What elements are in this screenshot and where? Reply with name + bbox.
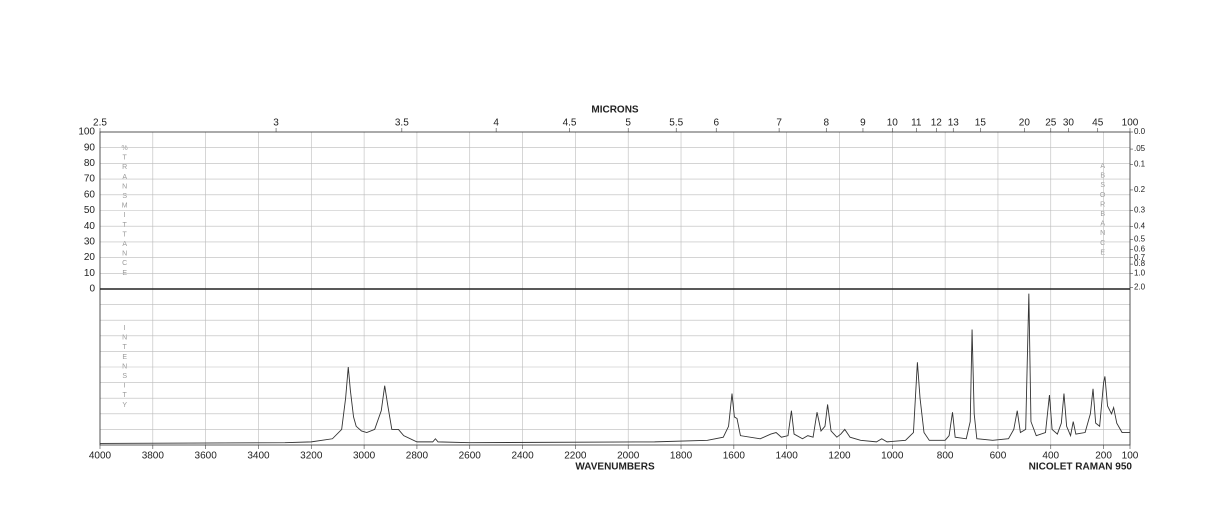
y2-tick-label: 0.7 <box>1134 253 1146 262</box>
y-tick-label: 90 <box>84 142 96 153</box>
x-tick-label: 1600 <box>723 451 746 462</box>
y-tick-label: 40 <box>84 221 96 232</box>
x2-tick-label: 9 <box>860 118 866 129</box>
x2-tick-label: 8 <box>824 118 830 129</box>
x2-tick-label: 6 <box>713 118 719 129</box>
y-tick-label: 10 <box>84 268 96 279</box>
x2-tick-label: 7 <box>776 118 782 129</box>
absorbance-label: ABSORBANCE <box>1099 163 1106 259</box>
x2-tick-label: 20 <box>1019 118 1031 129</box>
x-tick-label: 4000 <box>89 451 112 462</box>
y2-tick-label: 1.0 <box>1134 268 1146 277</box>
x2-tick-label: 3 <box>273 118 279 129</box>
y-tick-label: 70 <box>84 174 96 185</box>
x2-tick-label: 3.5 <box>395 118 409 129</box>
y-tick-label: 80 <box>84 158 96 169</box>
x2-tick-label: 25 <box>1045 118 1057 129</box>
x-tick-label: 3000 <box>353 451 376 462</box>
y-tick-label: 20 <box>84 252 96 263</box>
spectrum-line <box>99 293 1130 444</box>
x2-tick-label: 11 <box>911 118 922 129</box>
y2-tick-label: 0.8 <box>1134 259 1146 268</box>
transmittance-label: %TRANSMITTANCE <box>121 145 128 279</box>
x-tick-label: 1200 <box>828 451 851 462</box>
x2-tick-label: 30 <box>1063 118 1075 129</box>
x-tick-label: 1800 <box>670 451 693 462</box>
y2-tick-label: 0.4 <box>1134 222 1146 231</box>
x2-tick-label: 4 <box>493 118 499 129</box>
x2-tick-label: 45 <box>1092 118 1104 129</box>
y-tick-label: 100 <box>78 127 95 138</box>
x-tick-label: 3400 <box>247 451 270 462</box>
x-tick-label: 3800 <box>142 451 165 462</box>
y-tick-label: 30 <box>84 237 96 248</box>
x2-tick-label: 4.5 <box>563 118 577 129</box>
wavenumbers-label: WAVENUMBERS <box>575 462 655 473</box>
x2-tick-label: 12 <box>931 118 943 129</box>
x2-tick-label: 5.5 <box>669 118 683 129</box>
microns-label: MICRONS <box>591 105 639 116</box>
y2-tick-label: 0.3 <box>1134 205 1146 214</box>
x-tick-label: 3200 <box>300 451 323 462</box>
x-tick-label: 800 <box>937 451 954 462</box>
x2-tick-label: 13 <box>948 118 960 129</box>
y2-tick-label: 0.0 <box>1134 127 1146 136</box>
x-tick-label: 2200 <box>564 451 587 462</box>
x2-tick-label: 10 <box>887 118 899 129</box>
x2-tick-label: 2.5 <box>93 118 107 129</box>
x-tick-label: 2000 <box>617 451 640 462</box>
x2-tick-label: 100 <box>1122 118 1139 129</box>
y2-tick-label: 2.0 <box>1134 283 1146 292</box>
y2-tick-label: 0.2 <box>1134 185 1146 194</box>
y2-tick-label: 0.5 <box>1134 234 1146 243</box>
x-tick-label: 100 <box>1122 451 1139 462</box>
y-tick-label: 60 <box>84 189 96 200</box>
x2-tick-label: 15 <box>975 118 987 129</box>
y-tick-label: 50 <box>84 205 96 216</box>
y2-tick-label: 0.6 <box>1134 245 1146 254</box>
x-tick-label: 1400 <box>776 451 799 462</box>
y-tick-label: 0 <box>89 284 95 295</box>
intensity-label: INTENSITY <box>121 325 128 411</box>
x-tick-label: 1000 <box>881 451 904 462</box>
x-tick-label: 3600 <box>195 451 218 462</box>
x-tick-label: 2400 <box>511 451 534 462</box>
x2-tick-label: 5 <box>625 118 631 129</box>
x-tick-label: 600 <box>990 451 1007 462</box>
y2-tick-label: .05 <box>1134 144 1146 153</box>
x-tick-label: 2800 <box>406 451 429 462</box>
x-tick-label: 400 <box>1042 451 1059 462</box>
instrument-label: NICOLET RAMAN 950 <box>1029 462 1133 473</box>
y2-tick-label: 0.1 <box>1134 159 1146 168</box>
x-tick-label: 2600 <box>459 451 482 462</box>
x-tick-label: 200 <box>1095 451 1112 462</box>
